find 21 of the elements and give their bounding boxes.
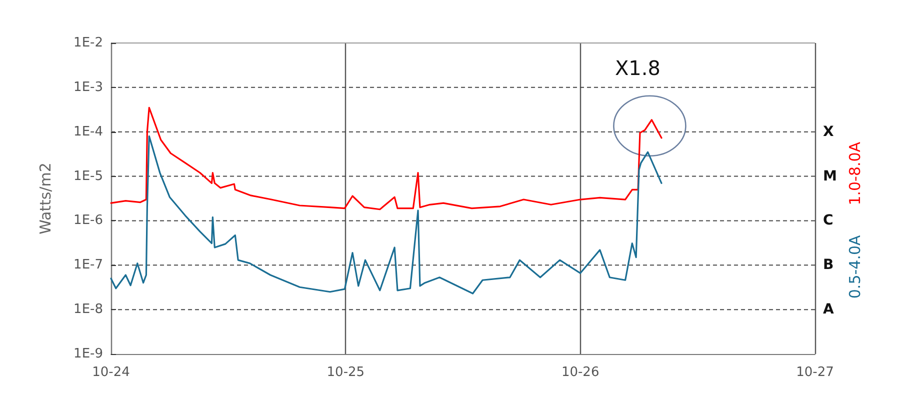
y-tick-label: 1E-7 bbox=[74, 258, 103, 273]
y-tick-label: 1E-3 bbox=[74, 80, 103, 95]
y-tick-label: 1E-5 bbox=[74, 168, 103, 184]
y-tick-label: 1E-6 bbox=[74, 213, 103, 228]
y-axis-title: Watts/m2 bbox=[36, 162, 54, 234]
x-tick-label: 10-27 bbox=[796, 365, 834, 380]
ref-line-label: C bbox=[823, 212, 834, 229]
x-tick-label: 10-24 bbox=[92, 365, 130, 380]
annotation: X1.8 bbox=[614, 56, 660, 80]
ref-line-label: X bbox=[823, 124, 834, 140]
ref-line-label: M bbox=[823, 168, 837, 184]
x-tick-label: 10-26 bbox=[561, 365, 600, 380]
y-tick-label: 1E-9 bbox=[74, 346, 103, 362]
y-tick-label: 1E-8 bbox=[74, 302, 103, 318]
y-tick-label: 1E-4 bbox=[74, 124, 103, 140]
x-tick-label: 10-25 bbox=[326, 365, 365, 380]
y-tick-label: 1E-2 bbox=[74, 36, 103, 50]
text: 0.5-4.0A bbox=[846, 234, 864, 299]
ref-line-label: A bbox=[823, 302, 834, 318]
text: 1.0-8.0A bbox=[846, 141, 864, 206]
ref-line-label: B bbox=[823, 257, 834, 274]
